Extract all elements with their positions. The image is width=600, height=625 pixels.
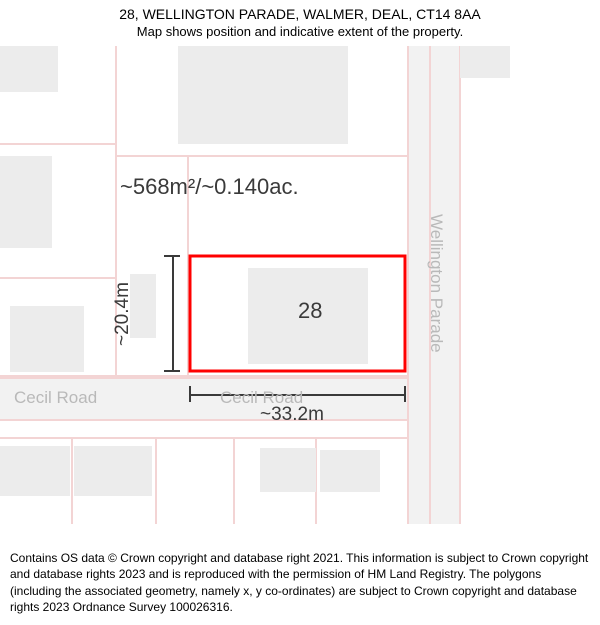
plot-number: 28 (298, 298, 322, 324)
footer-text: Contains OS data © Crown copyright and d… (10, 550, 590, 615)
page-subtitle: Map shows position and indicative extent… (10, 24, 590, 39)
footer: Contains OS data © Crown copyright and d… (0, 544, 600, 625)
header: 28, WELLINGTON PARADE, WALMER, DEAL, CT1… (0, 0, 600, 41)
dimension-tick (164, 255, 180, 257)
area-label: ~568m²/~0.140ac. (120, 174, 299, 200)
road-label-cecil-left: Cecil Road (14, 388, 97, 408)
dimension-tick (404, 386, 406, 402)
road-label-wellington: Wellington Parade (426, 214, 446, 353)
page: 28, WELLINGTON PARADE, WALMER, DEAL, CT1… (0, 0, 600, 625)
road-label-cecil-right: Cecil Road (220, 388, 303, 408)
page-title: 28, WELLINGTON PARADE, WALMER, DEAL, CT1… (10, 6, 590, 22)
map-svg (0, 46, 600, 524)
dimension-tick (164, 370, 180, 372)
dimension-height-label: ~20.4m (112, 282, 134, 346)
dimension-tick (189, 386, 191, 402)
dimension-line-height (172, 256, 174, 371)
map-area: ~568m²/~0.140ac. 28 ~33.2m ~20.4m Cecil … (0, 46, 600, 524)
